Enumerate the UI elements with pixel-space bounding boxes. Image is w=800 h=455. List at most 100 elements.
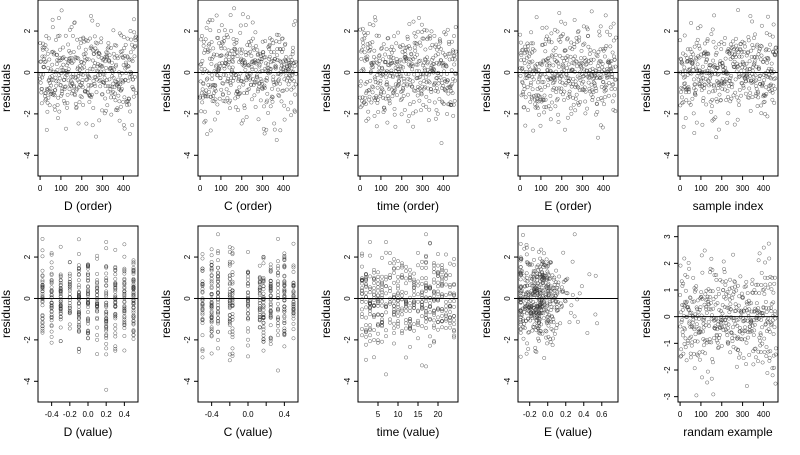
data-point (270, 59, 275, 63)
data-point (210, 18, 215, 23)
data-point (242, 91, 247, 95)
data-point (565, 36, 570, 41)
data-point (95, 280, 100, 285)
data-point (396, 291, 400, 296)
data-point (421, 102, 426, 107)
data-point (257, 312, 262, 317)
data-point (771, 22, 776, 27)
data-point (209, 281, 214, 286)
data-point (277, 77, 281, 82)
data-point (518, 241, 523, 246)
data-point (440, 325, 444, 330)
data-point (360, 95, 365, 100)
data-point (717, 333, 722, 337)
data-point (122, 271, 127, 276)
data-point (428, 36, 433, 41)
data-point (425, 60, 430, 64)
data-point (364, 57, 369, 62)
data-point (418, 80, 423, 85)
data-point (678, 90, 683, 95)
data-point (406, 44, 411, 49)
data-point (282, 281, 287, 285)
data-point (231, 78, 236, 83)
data-point (686, 90, 691, 95)
data-point (434, 108, 439, 113)
data-point (687, 266, 692, 271)
y-tick-label: -2 (503, 336, 512, 344)
data-point (536, 99, 541, 104)
data-point (227, 352, 232, 357)
data-point (292, 79, 296, 84)
data-point (582, 67, 586, 72)
data-point (746, 298, 751, 303)
data-point (448, 325, 452, 330)
data-point (67, 284, 72, 289)
data-point (416, 263, 420, 268)
data-point (382, 105, 387, 110)
data-point (535, 275, 540, 279)
data-point (594, 88, 599, 93)
data-point (533, 310, 538, 315)
data-point (735, 336, 740, 341)
data-point (61, 98, 66, 103)
data-point (127, 57, 132, 62)
data-point (291, 69, 296, 74)
data-point (61, 62, 66, 67)
data-point (533, 65, 538, 70)
data-point (683, 116, 688, 121)
data-point (705, 39, 710, 43)
data-point (49, 83, 54, 88)
data-point (721, 259, 726, 264)
data-point (559, 86, 564, 91)
data-point (747, 67, 752, 72)
data-point (94, 90, 99, 95)
data-point (710, 357, 715, 362)
data-point (741, 319, 746, 324)
data-point (428, 310, 432, 315)
data-point (131, 328, 136, 333)
data-point (770, 366, 775, 371)
x-tick-label: 0 (198, 184, 203, 193)
data-point (228, 13, 233, 18)
data-point (534, 290, 539, 295)
data-point (694, 57, 699, 62)
data-point (103, 59, 107, 64)
data-point (76, 283, 81, 288)
data-point (708, 307, 713, 312)
data-point (270, 86, 275, 91)
data-point (210, 73, 215, 78)
x-tick-label: 0.4 (279, 410, 291, 419)
x-tick-label: 100 (214, 184, 228, 193)
y-tick-label: 0 (663, 314, 672, 319)
data-point (442, 69, 446, 74)
data-point (75, 37, 80, 42)
data-point (261, 300, 266, 305)
data-point (366, 116, 371, 121)
data-point (249, 39, 253, 44)
data-point (263, 39, 268, 44)
data-point (227, 358, 232, 363)
data-point (753, 306, 758, 311)
data-point (237, 47, 242, 52)
data-point (86, 272, 90, 277)
data-point (440, 293, 444, 298)
data-point (58, 288, 63, 293)
data-point (377, 53, 382, 58)
data-point (518, 327, 523, 332)
data-point (518, 330, 523, 335)
data-point (734, 305, 739, 310)
data-point (681, 333, 685, 338)
data-point (723, 36, 727, 40)
data-point (400, 297, 404, 302)
data-point (222, 66, 227, 71)
data-point (40, 287, 45, 292)
data-point (58, 325, 63, 330)
data-point (131, 279, 136, 284)
data-point (697, 326, 702, 331)
data-point (426, 118, 431, 123)
data-point (580, 61, 585, 66)
data-point (71, 50, 76, 54)
data-point (720, 311, 725, 316)
data-point (41, 65, 46, 70)
